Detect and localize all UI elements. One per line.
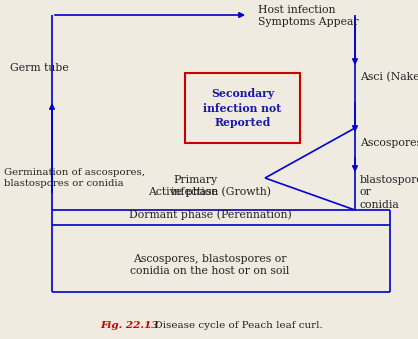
Text: Fig. 22.13: Fig. 22.13 (100, 320, 158, 330)
Text: Germination of ascospores,
blastospores or conidia: Germination of ascospores, blastospores … (4, 168, 145, 188)
Text: Primary
infection: Primary infection (171, 175, 219, 197)
Text: Dormant phase (Perennation): Dormant phase (Perennation) (129, 210, 291, 220)
Text: Asci (Naked): Asci (Naked) (360, 72, 418, 82)
Text: Active phase (Growth): Active phase (Growth) (148, 186, 272, 197)
Text: Ascospores, blastospores or
conidia on the host or on soil: Ascospores, blastospores or conidia on t… (130, 254, 290, 276)
Text: Host infection
Symptoms Appear: Host infection Symptoms Appear (258, 5, 359, 27)
Text: blastospores
or
conidia: blastospores or conidia (360, 175, 418, 210)
Text: Germ tube: Germ tube (10, 63, 69, 73)
Text: . Disease cycle of Peach leaf curl.: . Disease cycle of Peach leaf curl. (148, 320, 323, 330)
Text: Ascospores: Ascospores (360, 138, 418, 148)
Text: Secondary
infection not
Reported: Secondary infection not Reported (204, 88, 282, 128)
Bar (185, 73, 300, 143)
